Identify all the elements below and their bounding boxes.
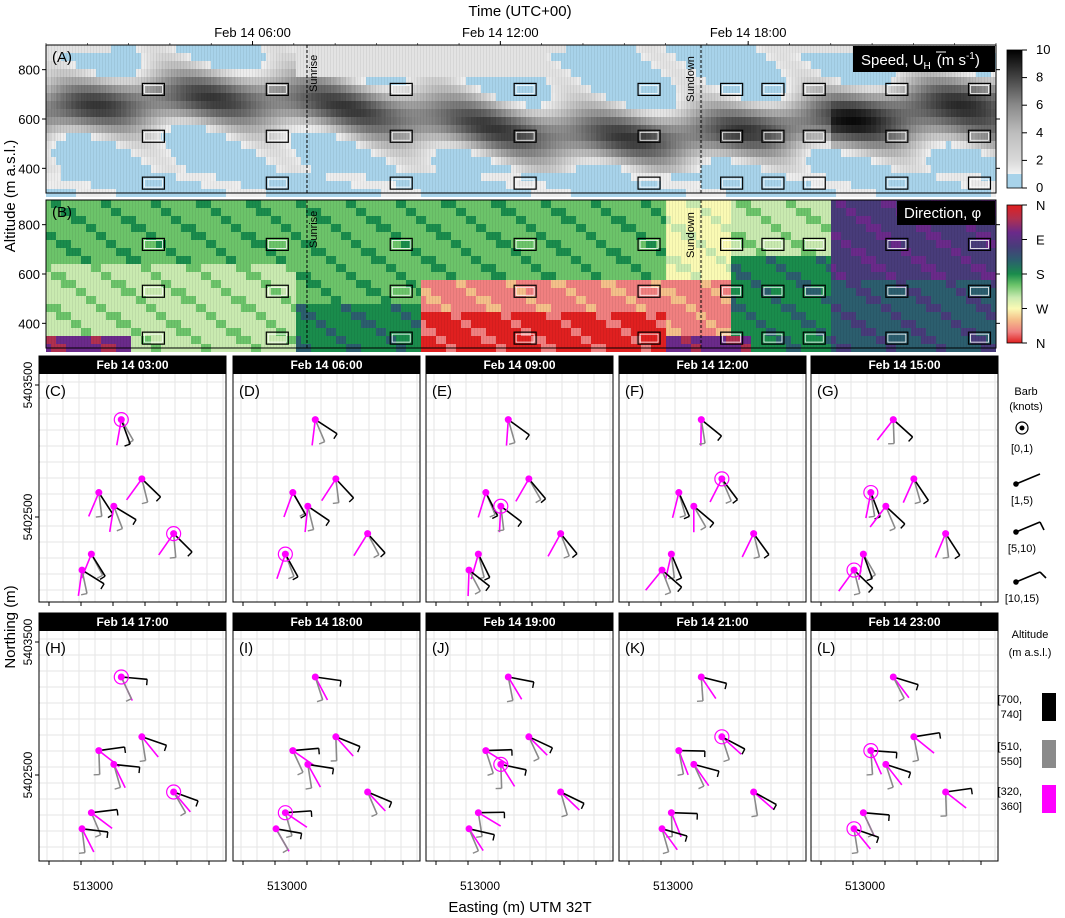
speed-sample-box	[967, 129, 992, 143]
speed-y-tick-label: 600	[18, 112, 40, 127]
speed-y-ticks: 400 600 800	[18, 63, 1000, 176]
speed-sample-box	[967, 176, 992, 190]
speed-sample-box	[141, 82, 165, 97]
speed-sample-box-inner	[722, 178, 742, 188]
top-tick-label: Feb 14 06:00	[214, 25, 291, 40]
speed-sample-box-inner	[639, 131, 659, 141]
speed-panel-title-box: Speed, UH (m s-1)	[853, 46, 995, 72]
speed-sample-box	[885, 129, 909, 143]
speed-sample-box	[885, 82, 909, 97]
speed-sample-box	[141, 129, 165, 143]
speed-colorbar-tick-label: 4	[1036, 125, 1043, 140]
speed-sample-box-inner	[639, 178, 659, 188]
speed-sample-box	[389, 176, 413, 190]
speed-sample-box	[761, 82, 785, 97]
top-tick-label: Feb 14 12:00	[462, 25, 539, 40]
speed-sample-box-inner	[515, 178, 535, 188]
speed-y-tick-label: 800	[18, 63, 40, 78]
speed-sample-box-inner	[391, 85, 411, 94]
speed-sunrise-label: Sunrise	[308, 55, 320, 92]
speed-sample-box	[720, 176, 744, 190]
speed-y-tick-label: 400	[18, 161, 40, 176]
speed-heatmap-panel: (A) Speed, UH (m s-1) 400 600 800 Sunrise S…	[18, 44, 1000, 197]
speed-sample-box	[265, 129, 289, 143]
speed-sample-box	[389, 82, 413, 97]
speed-title-main: Speed, U	[861, 52, 924, 69]
speed-sample-box	[802, 129, 826, 143]
speed-sample-box-inner	[515, 85, 535, 94]
speed-sample-box-inner	[267, 131, 287, 141]
speed-sample-box-inner	[970, 178, 989, 188]
speed-colorbar: 0 2 4 6 8 10	[1006, 42, 1050, 195]
speed-colorbar-tick-label: 8	[1036, 70, 1043, 85]
speed-sample-box-inner	[391, 131, 411, 141]
speed-sample-box-inner	[267, 178, 287, 188]
speed-colorbar-tick-label: 6	[1036, 97, 1043, 112]
speed-sample-box	[265, 176, 289, 190]
speed-sample-box	[761, 176, 785, 190]
speed-sample-box-inner	[639, 85, 659, 94]
speed-sample-box-inner	[763, 131, 783, 141]
speed-sample-box-inner	[722, 131, 742, 141]
speed-sample-box-inner	[887, 85, 907, 94]
speed-sample-box-inner	[143, 131, 163, 141]
speed-sample-box	[637, 176, 661, 190]
speed-sample-box-inner	[267, 85, 287, 94]
speed-panel-label: (A)	[52, 49, 72, 66]
top-time-ticks: Feb 14 06:00 Feb 14 12:00 Feb 14 18:00	[45, 25, 997, 45]
speed-sample-box	[802, 176, 826, 190]
speed-sample-box-inner	[804, 85, 824, 94]
speed-sample-box-inner	[515, 131, 535, 141]
speed-sample-box-inner	[722, 85, 742, 94]
speed-title-units-exp: -1	[966, 51, 975, 62]
speed-sample-box-inner	[143, 85, 163, 94]
speed-sample-box	[637, 82, 661, 97]
speed-sample-box	[967, 82, 992, 97]
speed-sample-box	[265, 82, 289, 97]
speed-sample-box	[513, 176, 537, 190]
speed-sundown-label: Sundown	[685, 56, 697, 102]
speed-sample-box	[761, 129, 785, 143]
speed-sample-box-inner	[391, 178, 411, 188]
speed-sample-box	[141, 176, 165, 190]
speed-colorbar-tick-label: 10	[1036, 42, 1050, 57]
speed-colorbar-ticks: 0 2 4 6 8 10	[1022, 42, 1050, 195]
speed-sample-box	[720, 82, 744, 97]
top-tick-label: Feb 14 18:00	[710, 25, 787, 40]
speed-sample-box-inner	[143, 178, 163, 188]
speed-sample-box-inner	[970, 85, 989, 94]
speed-sample-box	[513, 129, 537, 143]
speed-sample-box	[637, 129, 661, 143]
speed-sample-box-inner	[804, 131, 824, 141]
speed-title-units-close: )	[975, 52, 980, 69]
speed-sample-box	[802, 82, 826, 97]
speed-sample-box-inner	[763, 178, 783, 188]
top-axis-title: Time (UTC+00)	[468, 3, 571, 20]
speed-sample-box-inner	[887, 131, 907, 141]
speed-title-units: (m s	[937, 52, 966, 69]
speed-sample-box	[513, 82, 537, 97]
speed-title-sub: H	[924, 61, 931, 72]
speed-sample-boxes	[141, 82, 992, 190]
speed-sample-box	[389, 129, 413, 143]
speed-sample-box	[720, 129, 744, 143]
speed-sample-box-inner	[970, 131, 989, 141]
speed-sample-box	[885, 176, 909, 190]
speed-colorbar-tick-label: 2	[1036, 152, 1043, 167]
speed-sample-box-inner	[763, 85, 783, 94]
speed-colorbar-tick-label: 0	[1036, 180, 1043, 195]
speed-sample-box-inner	[804, 178, 824, 188]
speed-sample-box-inner	[887, 178, 907, 188]
